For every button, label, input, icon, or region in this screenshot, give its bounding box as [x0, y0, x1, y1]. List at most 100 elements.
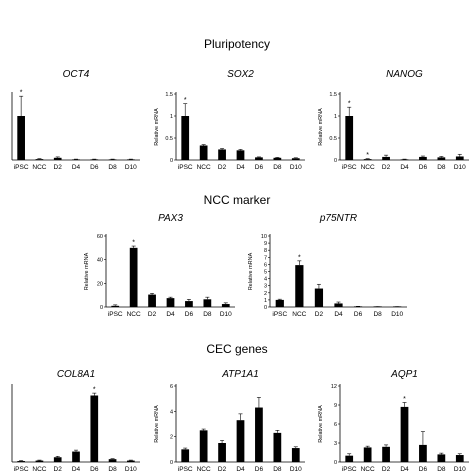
- significance-star: *: [403, 396, 406, 403]
- section-title-pluripotency: Pluripotency: [204, 37, 270, 51]
- x-tick-label: D2: [54, 466, 63, 473]
- bar-d6: [255, 407, 263, 462]
- bar-d2: [314, 288, 324, 307]
- bar-d2: [382, 156, 390, 160]
- bar-d2: [53, 157, 62, 160]
- x-tick-label: D4: [72, 466, 81, 473]
- y-tick-label: 0: [170, 158, 173, 164]
- x-tick-label: NCC: [127, 311, 141, 318]
- y-tick-label: 10: [261, 234, 267, 240]
- bar-ipsc: [17, 461, 25, 462]
- x-tick-label: iPSC: [272, 311, 287, 318]
- x-tick-label: D4: [400, 164, 409, 171]
- bar-d6: [185, 301, 193, 307]
- x-tick-label: D2: [218, 164, 227, 171]
- x-tick-label: D6: [354, 311, 363, 318]
- y-tick-label: 1: [334, 114, 337, 120]
- y-tick-label: 1: [264, 298, 267, 304]
- chart-title: ATP1A1: [221, 369, 259, 380]
- bar-ipsc: [111, 305, 120, 307]
- y-tick-label: 6: [264, 262, 267, 268]
- y-tick-label: 4: [170, 409, 173, 415]
- x-tick-label: D4: [334, 311, 343, 318]
- x-tick-label: NCC: [292, 311, 306, 318]
- chart-sox2: SOX2 0 0.5 1 1.5 Relative mRNA iPSC * NCC D2 D4 D6 D…: [154, 69, 305, 171]
- x-tick-label: D10: [290, 466, 302, 473]
- bar-d8: [273, 157, 282, 160]
- bar-d8: [437, 454, 446, 462]
- x-tick-label: D6: [419, 164, 428, 171]
- x-tick-label: D10: [220, 311, 232, 318]
- bar-ncc: [129, 247, 138, 307]
- bar-ncc: [35, 159, 44, 160]
- y-tick-label: 9: [334, 403, 337, 409]
- chart-title: AQP1: [390, 369, 418, 380]
- significance-star: *: [93, 387, 96, 394]
- bar-ncc: [199, 430, 208, 462]
- y-tick-label: 0: [100, 305, 103, 311]
- y-tick-label: 3: [334, 441, 337, 447]
- y-tick-label: 40: [97, 258, 103, 264]
- x-tick-label: NCC: [197, 466, 211, 473]
- significance-star: *: [20, 90, 23, 97]
- x-tick-label: D2: [315, 311, 324, 318]
- y-tick-label: 2: [170, 435, 173, 441]
- y-tick-label: 0.5: [329, 136, 337, 142]
- y-tick-label: 1: [170, 114, 173, 120]
- bar-d6: [255, 157, 263, 160]
- y-tick-label: 5: [264, 270, 267, 276]
- x-tick-label: D6: [255, 164, 264, 171]
- bar-ipsc: [345, 116, 354, 160]
- x-tick-label: D4: [236, 164, 245, 171]
- x-tick-label: D8: [437, 164, 446, 171]
- y-tick-label: 0: [264, 305, 267, 311]
- x-tick-label: iPSC: [178, 164, 193, 171]
- x-tick-label: iPSC: [178, 466, 193, 473]
- y-tick-label: 6: [334, 422, 337, 428]
- bar-d10: [127, 460, 135, 462]
- y-tick-label: 20: [97, 281, 103, 287]
- bar-d4: [236, 420, 245, 462]
- x-tick-label: D8: [273, 466, 282, 473]
- chart-title: SOX2: [227, 69, 254, 80]
- x-tick-label: D10: [454, 164, 466, 171]
- chart-aqp1: AQP1 0 3 6 9 12 Relative mRNA iPSC NCC D2 D4 * D6 D8 D…: [318, 369, 469, 473]
- bar-ncc: [363, 159, 372, 160]
- x-tick-label: D2: [148, 311, 157, 318]
- y-tick-label: 0: [170, 460, 173, 466]
- x-tick-label: D10: [391, 311, 403, 318]
- chart-title: COL8A1: [57, 369, 95, 380]
- chart-nanog: NANOG 0 0.5 1 1.5 Relative mRNA iPSC * NCC * D2 D4 D…: [318, 69, 469, 171]
- x-tick-label: NCC: [361, 164, 375, 171]
- chart-atp1a1: ATP1A1 0 2 4 6 Relative mRNA iPSC NCC D2 D4 D6 D8 D1…: [154, 369, 305, 473]
- bar-d10: [221, 304, 230, 307]
- x-tick-label: D10: [290, 164, 302, 171]
- x-tick-label: D2: [218, 466, 227, 473]
- x-tick-label: iPSC: [108, 311, 123, 318]
- x-tick-label: D6: [90, 466, 99, 473]
- y-axis-label: Relative mRNA: [154, 405, 160, 443]
- bar-d4: [72, 159, 80, 160]
- x-tick-label: D10: [125, 164, 137, 171]
- x-tick-label: D10: [454, 466, 466, 473]
- bar-d4: [236, 150, 245, 160]
- x-tick-label: D6: [255, 466, 264, 473]
- bar-d6: [90, 159, 99, 160]
- x-tick-label: D6: [90, 164, 99, 171]
- x-tick-label: iPSC: [342, 164, 357, 171]
- bar-d8: [273, 432, 282, 462]
- bar-ipsc: [181, 449, 190, 462]
- bar-d8: [437, 157, 446, 160]
- y-axis-label: Relative mRNA: [318, 405, 324, 443]
- x-tick-label: D4: [236, 466, 245, 473]
- y-axis-label: Relative mRNA: [318, 108, 324, 146]
- x-tick-label: D8: [437, 466, 446, 473]
- x-tick-label: D8: [273, 164, 282, 171]
- x-tick-label: NCC: [197, 164, 211, 171]
- x-tick-label: iPSC: [342, 466, 357, 473]
- chart-oct4: OCT4 iPSC * NCC D2 D4 D6 D8 D10: [11, 69, 140, 171]
- x-tick-label: D2: [382, 466, 391, 473]
- bar-d4: [72, 451, 80, 462]
- y-tick-label: 60: [97, 234, 103, 240]
- x-tick-label: D10: [125, 466, 137, 473]
